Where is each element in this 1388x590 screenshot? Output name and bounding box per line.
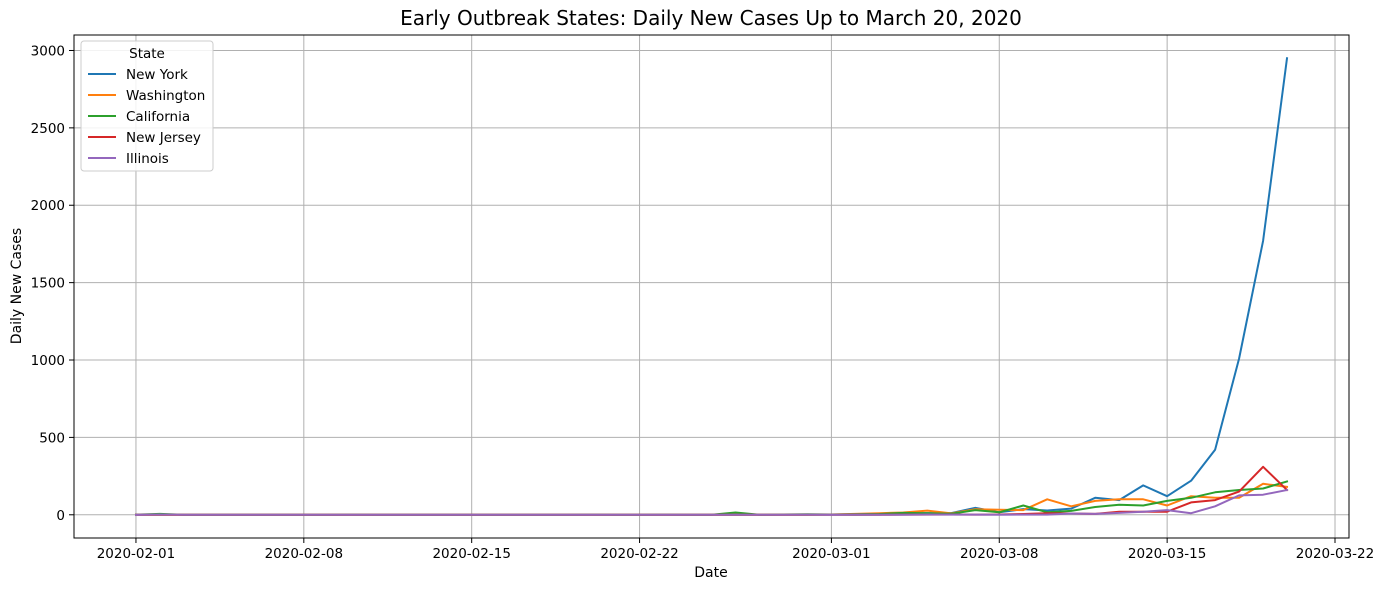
- x-tick-label: 2020-02-22: [600, 546, 678, 562]
- y-tick-label: 2000: [31, 198, 65, 214]
- y-axis: 0 500 1000 1500 2000 2500 3000: [31, 43, 74, 524]
- x-tick-label: 2020-03-08: [960, 546, 1038, 562]
- x-tick-label: 2020-03-01: [792, 546, 870, 562]
- legend-title: State: [129, 46, 165, 62]
- y-tick-label: 2500: [31, 121, 65, 137]
- legend-label-new-jersey: New Jersey: [126, 130, 201, 146]
- x-tick-label: 2020-02-15: [432, 546, 510, 562]
- series-line-illinois: [134, 488, 1289, 516]
- y-tick-label: 0: [56, 508, 65, 524]
- x-tick-label: 2020-02-08: [265, 546, 343, 562]
- legend: State New York Washington California New Je…: [80, 40, 214, 172]
- series-layer: [134, 57, 1289, 516]
- y-tick-label: 1000: [31, 353, 65, 369]
- legend-label-washington: Washington: [126, 88, 205, 104]
- x-tick-label: 2020-03-15: [1128, 546, 1206, 562]
- y-tick-label: 3000: [31, 43, 65, 59]
- x-tick-label: 2020-02-01: [97, 546, 175, 562]
- chart-title: Early Outbreak States: Daily New Cases U…: [400, 6, 1022, 30]
- x-tick-label: 2020-03-22: [1296, 546, 1374, 562]
- legend-label-california: California: [126, 109, 190, 125]
- x-axis-label: Date: [694, 565, 727, 581]
- x-axis: 2020-02-01 2020-02-08 2020-02-15 2020-02-22…: [97, 538, 1374, 562]
- y-axis-label: Daily New Cases: [9, 228, 25, 344]
- y-tick-label: 1500: [31, 276, 65, 292]
- plot-frame: [73, 34, 1350, 539]
- y-tick-label: 500: [39, 430, 65, 446]
- legend-label-illinois: Illinois: [126, 151, 169, 167]
- legend-label-new-york: New York: [126, 67, 188, 83]
